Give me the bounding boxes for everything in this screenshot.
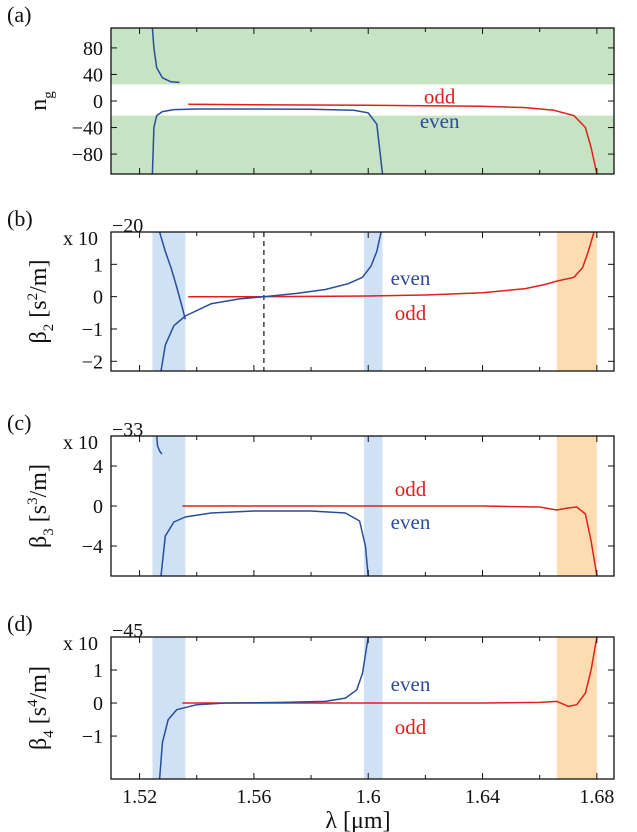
series-line-even-1 [160, 232, 382, 371]
panel-label: (c) [7, 410, 31, 435]
y-tick-label: 0 [93, 693, 103, 715]
x-tick-label: 1.52 [122, 786, 157, 808]
y-label-subscript: g [41, 91, 57, 99]
y-label-subscript: 3 [41, 528, 57, 536]
series-line-even-1 [151, 108, 384, 174]
y-label-unit: /m] [26, 666, 52, 699]
y-label-unit-superscript: 3 [25, 497, 41, 505]
x-tick-label: 1.56 [236, 786, 271, 808]
y-label-unit: [s [26, 707, 52, 730]
annotation-even: even [391, 266, 431, 290]
series-line-even-1 [158, 637, 369, 779]
y-tick-label: 0 [93, 496, 103, 518]
x-tick-label: 1.68 [579, 786, 614, 808]
y-label-subscript: 4 [41, 730, 57, 738]
plot-area [111, 28, 614, 174]
shaded-band-0 [152, 637, 186, 779]
y-tick-label: 1 [93, 254, 103, 276]
series-line-even-1 [160, 510, 369, 576]
x-tick-label: 1.6 [356, 786, 381, 808]
y-scale-factor: x 10 [63, 633, 98, 655]
series-line-branch-2 [155, 436, 163, 455]
shaded-band-1 [111, 115, 614, 174]
y-label-symbol: β [26, 536, 52, 548]
annotation-odd: odd [395, 715, 427, 739]
panel-label: (b) [7, 206, 33, 231]
y-tick-label: 40 [83, 64, 103, 86]
annotation-odd: odd [424, 84, 456, 108]
y-label-unit-superscript: 4 [25, 699, 41, 707]
y-tick-label: −1 [82, 726, 103, 748]
y-scale-exponent: −45 [112, 620, 143, 642]
shaded-band-2 [556, 637, 597, 779]
y-scale-exponent: −20 [112, 215, 143, 237]
shaded-band-2 [556, 436, 597, 576]
series-line-branch-2 [151, 28, 180, 84]
annotation-odd: odd [395, 301, 427, 325]
panel-label: (a) [7, 2, 31, 27]
y-tick-label: −2 [82, 351, 103, 373]
y-tick-label: 4 [93, 456, 103, 478]
y-label-unit: [s [26, 300, 52, 323]
annotation-even: even [420, 109, 460, 133]
y-label-unit: [s [26, 505, 52, 528]
y-tick-label: −80 [72, 144, 103, 166]
y-axis-label: β4 [s4/m] [25, 666, 57, 750]
y-tick-label: 1 [93, 660, 103, 682]
x-tick-label: 1.64 [465, 786, 500, 808]
plot-area [152, 637, 598, 779]
axes-frame [110, 636, 615, 780]
y-label-unit: /m] [26, 464, 52, 497]
y-tick-label: 0 [93, 287, 103, 309]
series-line-odd-0 [182, 505, 598, 576]
series-line-branch-2 [158, 232, 187, 320]
shaded-band-2 [556, 232, 597, 371]
shaded-band-1 [363, 232, 383, 371]
y-tick-label: −40 [72, 118, 103, 140]
x-axis-label: λ [μm] [325, 808, 390, 832]
shaded-band-1 [363, 637, 383, 779]
annotation-even: even [391, 510, 431, 534]
y-tick-label: −1 [82, 319, 103, 341]
plot-area [152, 436, 598, 576]
y-label-unit-superscript: 2 [25, 293, 41, 301]
y-tick-label: 0 [93, 91, 103, 113]
panel-label: (d) [7, 611, 33, 636]
y-scale-factor: x 10 [63, 228, 98, 250]
annotation-even: even [391, 672, 431, 696]
y-label-symbol: β [26, 738, 52, 750]
y-scale-factor: x 10 [63, 432, 98, 454]
shaded-band-0 [152, 436, 186, 576]
plot-area [152, 232, 597, 371]
y-axis-label: ng [26, 91, 57, 111]
shaded-band-0 [111, 28, 614, 85]
series-line-odd-0 [182, 637, 598, 708]
y-label-subscript: 2 [41, 324, 57, 332]
y-tick-label: −4 [82, 536, 103, 558]
series-line-odd-0 [188, 103, 598, 174]
shaded-band-0 [152, 232, 186, 371]
y-tick-label: 80 [83, 38, 103, 60]
y-label-symbol: n [26, 99, 52, 111]
y-axis-label: β3 [s3/m] [25, 464, 57, 548]
y-label-unit: /m] [26, 260, 52, 293]
series-line-odd-0 [188, 232, 595, 298]
y-axis-label: β2 [s2/m] [25, 260, 57, 344]
y-label-symbol: β [26, 331, 52, 343]
annotation-odd: odd [395, 477, 427, 501]
y-scale-exponent: −33 [112, 419, 143, 441]
axes-frame [110, 231, 615, 372]
